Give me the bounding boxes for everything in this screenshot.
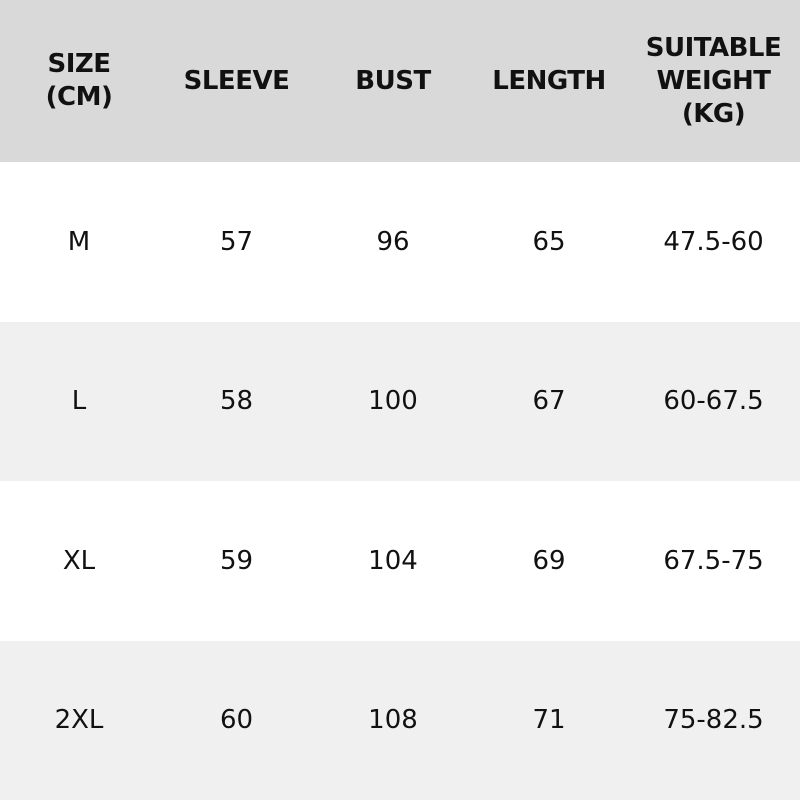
header-size-label: SIZE (CM) xyxy=(45,49,113,112)
cell-bust: 100 xyxy=(368,386,418,417)
cell-sleeve: 59 xyxy=(219,545,254,576)
header-size: SIZE (CM) xyxy=(0,0,158,162)
header-row: SIZE (CM) SLEEVE BUST LENGTH SUITABLE WE… xyxy=(0,0,800,162)
header-sleeve-label: SLEEVE xyxy=(183,65,290,96)
cell-length: 67 xyxy=(532,386,566,417)
cell-bust: 104 xyxy=(368,545,418,576)
header-length-label: LENGTH xyxy=(492,65,606,96)
header-bust: BUST xyxy=(315,0,471,162)
cell-size: L xyxy=(71,386,87,417)
header-bust-label: BUST xyxy=(355,65,431,96)
cell-sleeve: 58 xyxy=(219,386,254,417)
cell-weight: 75-82.5 xyxy=(663,705,764,736)
cell-bust: 96 xyxy=(376,226,410,257)
cell-size: 2XL xyxy=(54,705,104,736)
cell-bust: 108 xyxy=(368,705,418,736)
cell-size: XL xyxy=(62,545,96,576)
cell-length: 65 xyxy=(532,226,566,257)
table-row: M 57 96 65 47.5-60 xyxy=(0,162,800,322)
header-weight: SUITABLE WEIGHT (KG) xyxy=(627,0,800,162)
header-weight-label: SUITABLE WEIGHT (KG) xyxy=(645,32,782,129)
table-row: 2XL 60 108 71 75-82.5 xyxy=(0,640,800,800)
cell-size: M xyxy=(67,226,91,257)
cell-weight: 60-67.5 xyxy=(663,386,764,417)
header-length: LENGTH xyxy=(471,0,627,162)
table-row: XL 59 104 69 67.5-75 xyxy=(0,481,800,641)
header-sleeve: SLEEVE xyxy=(158,0,315,162)
cell-length: 71 xyxy=(532,705,566,736)
cell-sleeve: 60 xyxy=(219,705,254,736)
cell-weight: 47.5-60 xyxy=(663,226,764,257)
cell-sleeve: 57 xyxy=(219,226,254,257)
table-row: L 58 100 67 60-67.5 xyxy=(0,321,800,481)
cell-weight: 67.5-75 xyxy=(663,545,764,576)
cell-length: 69 xyxy=(532,545,566,576)
